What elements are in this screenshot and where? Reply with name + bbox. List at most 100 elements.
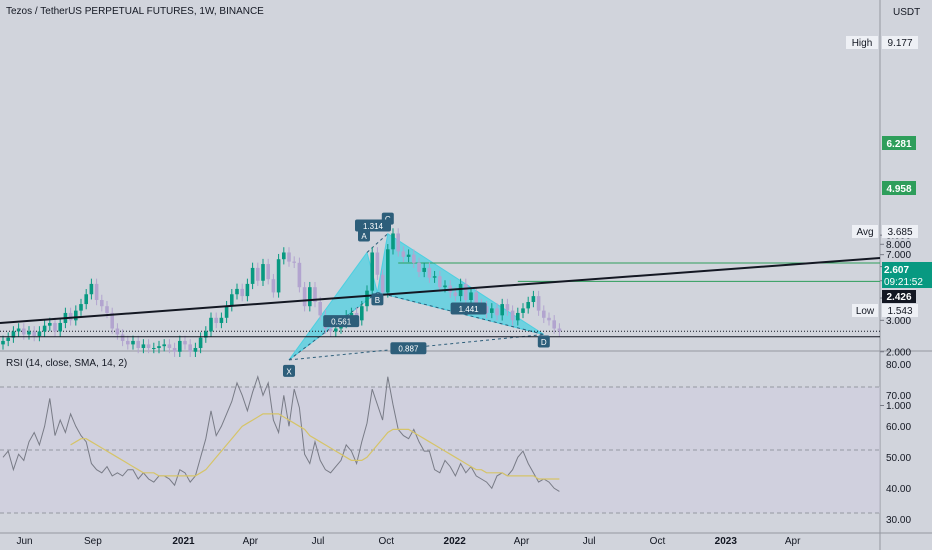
- candle-body: [146, 344, 151, 348]
- candle-body: [370, 252, 374, 291]
- rsi-axis[interactable]: 30.00 40.00 50.00 60.00 70.00 80.00: [886, 360, 911, 526]
- time-tick-label: Apr: [243, 536, 259, 547]
- level-2-value: 4.958: [886, 184, 911, 195]
- last-price-value: 2.607: [884, 265, 909, 276]
- candle-body: [126, 340, 130, 345]
- candle-body: [136, 340, 140, 348]
- low-value: 1.543: [887, 306, 912, 317]
- candle-body: [406, 254, 411, 257]
- time-tick-label: Oct: [379, 536, 395, 547]
- candle-body: [474, 292, 478, 305]
- price-tick-label: 8.000: [886, 240, 911, 251]
- candle-body: [193, 347, 198, 352]
- candle-body: [334, 328, 338, 332]
- candle-body: [131, 340, 135, 345]
- candle-body: [172, 347, 177, 352]
- rsi-tick-label: 60.00: [886, 422, 911, 433]
- ratio-label-ab: 1.314: [363, 222, 384, 231]
- candle-body: [240, 288, 244, 297]
- price-tick-label: 3.000: [886, 316, 911, 327]
- candle-body: [297, 262, 302, 288]
- rsi-tick-label: 70.00: [886, 391, 911, 402]
- candle-body: [516, 312, 520, 321]
- candle-body: [79, 304, 83, 311]
- high-value: 9.177: [887, 38, 912, 49]
- rsi-pane[interactable]: [0, 352, 880, 533]
- candle-body: [469, 292, 473, 300]
- rsi-line: [2, 374, 560, 492]
- time-tick-label: Apr: [785, 536, 801, 547]
- candle-body: [11, 331, 16, 338]
- candle-body: [22, 328, 26, 335]
- candle-body: [427, 267, 432, 278]
- candle-body: [105, 306, 109, 313]
- candle-body: [74, 310, 78, 321]
- trendline-segment: [0, 257, 881, 324]
- candle-body: [542, 310, 546, 318]
- candle-body: [313, 287, 317, 303]
- candle-body: [115, 328, 120, 335]
- candle-body: [250, 267, 255, 284]
- price-unit-label: USDT: [893, 7, 920, 18]
- level-2-badge: 4.958: [882, 181, 916, 195]
- candle-body: [438, 276, 442, 288]
- candle-body: [500, 304, 504, 316]
- candle-body: [505, 304, 510, 311]
- candle-body: [183, 340, 187, 345]
- candle-body: [256, 267, 260, 281]
- point-label-x-bg: [283, 364, 295, 377]
- low-label-text: Low: [856, 306, 875, 317]
- level-1-value: 6.281: [886, 139, 911, 150]
- point-label-b: B: [375, 296, 380, 305]
- rsi-tick-label: 50.00: [886, 453, 911, 464]
- candle-body: [380, 274, 385, 293]
- rsi-band: [0, 387, 880, 513]
- candle-body: [510, 310, 515, 321]
- price-axis[interactable]: 1.0002.0003.0004.0005.0006.0007.0008.000…: [880, 231, 911, 412]
- candle-body: [422, 267, 426, 272]
- trendline[interactable]: [0, 257, 881, 338]
- candle-body: [100, 299, 104, 307]
- ratio-label-xb-bg: [323, 315, 360, 328]
- time-tick-label: 2022: [444, 536, 467, 547]
- time-tick-label: 2021: [172, 536, 195, 547]
- level-1-badge: 6.281: [882, 136, 916, 150]
- time-tick-label: Oct: [650, 536, 666, 547]
- time-axis[interactable]: Jun Sep 2021 Apr Jul Oct 2022 Apr Jul Oct 2023 Apr: [16, 536, 801, 547]
- candle-body: [188, 344, 192, 352]
- price-tick-label: 7.000: [886, 250, 911, 261]
- candle-body: [386, 249, 390, 293]
- candle-body: [458, 283, 463, 297]
- candle-body: [152, 347, 156, 349]
- candle-body: [162, 344, 166, 347]
- time-tick-label: Apr: [514, 536, 530, 547]
- ratio-label-xd: 0.887: [398, 345, 419, 354]
- candle-body: [224, 306, 229, 318]
- ratio-line-ac: [366, 233, 389, 253]
- candle-body: [521, 308, 525, 313]
- candle-body: [287, 252, 291, 262]
- low-label: Low 1.543: [852, 304, 918, 317]
- time-tick-label: 2023: [715, 536, 738, 547]
- candle-body: [401, 251, 406, 257]
- candle-body: [271, 279, 276, 293]
- price-tick-label: 2.000: [886, 347, 911, 358]
- rsi-legend: RSI (14, close, SMA, 14, 2): [6, 358, 127, 369]
- trendline-badge: 2.426: [882, 290, 916, 303]
- avg-label: Avg 3.685: [852, 225, 918, 238]
- candle-body: [235, 288, 239, 295]
- candle-body: [204, 331, 208, 338]
- candle-body: [536, 296, 541, 311]
- candle-body: [375, 252, 380, 275]
- candle-body: [495, 308, 499, 316]
- candle-body: [48, 322, 52, 326]
- candle-body: [302, 287, 307, 307]
- candle-body: [37, 331, 42, 337]
- candle-body: [110, 312, 114, 329]
- candle-body: [490, 308, 494, 313]
- candle-body: [32, 331, 36, 337]
- ratio-label-ab-bg: [355, 219, 391, 232]
- candles[interactable]: [1, 228, 562, 357]
